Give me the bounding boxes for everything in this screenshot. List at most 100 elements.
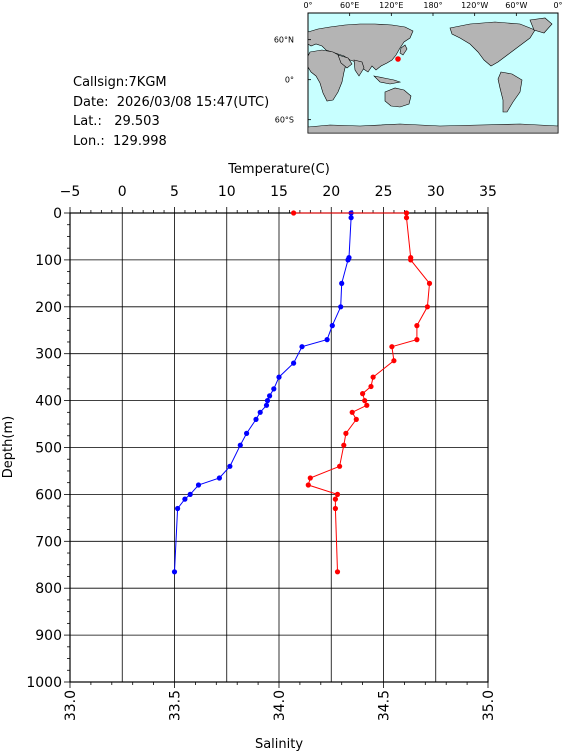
salinity-data-point bbox=[332, 505, 338, 512]
salinity-data-point bbox=[414, 323, 420, 329]
map-lon-tick-label: 120°W bbox=[461, 1, 488, 10]
temperature-data-point bbox=[264, 398, 271, 404]
plot-tick-labels: −5 0 5 10 15 20 25 30 35 0 100 200 300 400 500 600 700 80… bbox=[26, 184, 497, 721]
land-eurasia bbox=[307, 23, 414, 73]
land-arabia bbox=[337, 54, 353, 69]
salinity-data-point bbox=[403, 210, 410, 216]
temperature-data-point bbox=[257, 409, 263, 415]
land-japan bbox=[399, 44, 408, 56]
temperature-data-point bbox=[267, 393, 273, 399]
depth-tick-label: 0 bbox=[53, 206, 62, 222]
depth-tick-label: 300 bbox=[35, 347, 62, 363]
temperature-data-point bbox=[227, 463, 233, 469]
plot-series bbox=[171, 210, 433, 575]
temperature-data-point bbox=[348, 215, 354, 221]
salinity-data-point bbox=[334, 569, 341, 575]
temperature-tick-label: 25 bbox=[375, 184, 393, 200]
depth-tick-label: 900 bbox=[35, 628, 62, 644]
salinity-data-point bbox=[370, 374, 376, 380]
longitude-value: 129.998 bbox=[113, 133, 167, 149]
map-lon-tick-label: 60°W bbox=[505, 1, 527, 10]
temperature-data-point bbox=[216, 475, 222, 481]
salinity-data-point bbox=[408, 257, 414, 263]
map-lat-tick-label: 0° bbox=[285, 76, 294, 85]
callsign-text: Callsign:7KGM bbox=[73, 75, 167, 90]
salinity-data-point bbox=[353, 416, 359, 422]
salinity-data-point bbox=[414, 337, 420, 343]
temperature-data-point bbox=[182, 496, 188, 502]
longitude-row: Lon.: 129.998 bbox=[73, 132, 269, 152]
salinity-data-point bbox=[334, 491, 341, 497]
temperature-tick-label: 20 bbox=[322, 184, 340, 200]
salinity-data-point bbox=[360, 391, 366, 397]
salinity-data-point bbox=[364, 402, 370, 408]
temperature-data-point bbox=[253, 416, 259, 422]
plot-grid bbox=[69, 212, 489, 683]
temperature-data-point bbox=[187, 491, 193, 497]
salinity-data-point bbox=[362, 398, 368, 404]
depth-tick-label: 600 bbox=[35, 487, 62, 503]
temperature-data-point bbox=[338, 304, 344, 310]
date-text: Date: 2026/03/08 15:47(UTC) bbox=[73, 94, 270, 110]
map-lon-tick-label: 180° bbox=[423, 1, 442, 10]
top-axis-title: Temperature(C) bbox=[227, 162, 330, 177]
salinity-data-point bbox=[391, 358, 397, 364]
salinity-data-point bbox=[368, 383, 374, 390]
land-australia bbox=[384, 87, 412, 108]
salinity-data-point bbox=[291, 210, 297, 216]
land-south-america bbox=[497, 71, 523, 113]
station-info: Callsign:7KGM Date: 2026/03/08 15:47(UTC… bbox=[73, 73, 269, 151]
profile-plot: −5 0 5 10 15 20 25 30 35 0 100 200 300 400 500 600 700 80… bbox=[1, 162, 497, 751]
temperature-data-point bbox=[339, 280, 345, 286]
salinity-tick-label: 34.5 bbox=[377, 690, 393, 721]
map-lon-tick-label: 0° bbox=[303, 1, 312, 10]
temperature-data-point bbox=[237, 442, 243, 448]
temperature-data-point bbox=[171, 569, 178, 575]
map-lon-tick-label: 60°E bbox=[340, 1, 359, 10]
plot-ticks bbox=[64, 207, 489, 688]
latitude-row: Lat.: 29.503 bbox=[73, 112, 269, 132]
map-lon-tick-label: 0° bbox=[553, 1, 562, 10]
salinity-data-point bbox=[332, 496, 338, 502]
temperature-tick-label: 10 bbox=[218, 184, 236, 200]
salinity-tick-label: 33.5 bbox=[168, 690, 184, 721]
temperature-data-point bbox=[195, 482, 202, 488]
salinity-data-point bbox=[426, 280, 433, 286]
depth-tick-label: 500 bbox=[35, 441, 62, 457]
latitude-label: Lat.: bbox=[73, 114, 102, 129]
temperature-data-point bbox=[263, 402, 270, 408]
temperature-profile-line bbox=[174, 213, 352, 572]
depth-tick-label: 200 bbox=[35, 300, 62, 316]
station-marker bbox=[395, 56, 401, 62]
salinity-tick-label: 35.0 bbox=[481, 690, 497, 721]
map-landmasses bbox=[307, 17, 559, 134]
longitude-label: Lon.: bbox=[73, 133, 105, 149]
salinity-data-point bbox=[343, 430, 349, 436]
temperature-data-point bbox=[175, 505, 181, 512]
salinity-data-point bbox=[337, 463, 343, 469]
depth-tick-label: 1000 bbox=[26, 675, 62, 691]
land-antarctica bbox=[307, 123, 559, 134]
salinity-tick-label: 34.0 bbox=[272, 690, 288, 721]
salinity-data-point bbox=[307, 475, 313, 481]
salinity-tick-label: 33.0 bbox=[63, 690, 79, 721]
salinity-data-point bbox=[349, 409, 355, 415]
depth-tick-label: 800 bbox=[35, 581, 62, 597]
salinity-data-point bbox=[305, 482, 311, 488]
depth-tick-label: 400 bbox=[35, 394, 62, 410]
temperature-data-point bbox=[299, 344, 305, 350]
bottom-axis-title: Salinity bbox=[255, 737, 303, 751]
temperature-tick-label: 15 bbox=[270, 184, 288, 200]
land-india bbox=[353, 59, 365, 77]
map-lat-tick-label: 60°N bbox=[274, 36, 294, 45]
latitude-value: 29.503 bbox=[114, 114, 160, 129]
map-lat-tick-label: 60°S bbox=[275, 116, 294, 125]
land-indonesia bbox=[373, 75, 402, 85]
salinity-data-point bbox=[403, 215, 410, 221]
land-north-america bbox=[449, 21, 536, 67]
temperature-data-point bbox=[244, 430, 250, 436]
temperature-tick-label: −5 bbox=[60, 184, 81, 200]
temperature-data-point bbox=[345, 257, 351, 263]
temperature-data-point bbox=[324, 337, 330, 343]
map-ticks: 0° 60°E 120°E 180° 120°W 60°W 0° 60°N 0° 60°S bbox=[274, 1, 563, 125]
